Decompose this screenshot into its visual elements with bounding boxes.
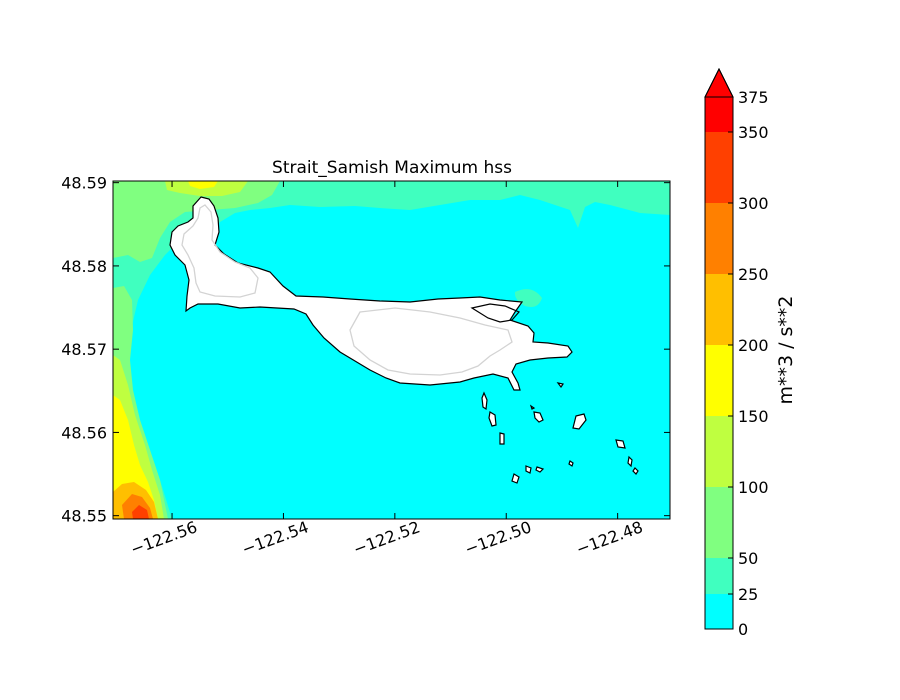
plot-area bbox=[113, 181, 670, 519]
islet bbox=[556, 382, 564, 389]
island-interior-contour-east bbox=[349, 307, 513, 376]
islet bbox=[533, 411, 544, 423]
x-tick-label: −122.50 bbox=[462, 517, 534, 559]
islet bbox=[615, 439, 626, 449]
islet bbox=[481, 391, 488, 411]
islet bbox=[632, 467, 639, 475]
y-axis: 48.59 48.58 48.57 48.56 48.55 bbox=[61, 174, 670, 526]
islet bbox=[488, 411, 497, 427]
colorbar-band bbox=[705, 594, 733, 629]
islet bbox=[525, 465, 532, 474]
colorbar-band bbox=[705, 487, 733, 558]
colorbar-tick-label: 300 bbox=[738, 194, 769, 213]
y-tick-label: 48.56 bbox=[61, 423, 107, 442]
colorbar-tick-label: 0 bbox=[738, 620, 748, 639]
colorbar-label: m**3 / s**2 bbox=[775, 295, 797, 404]
y-tick-label: 48.55 bbox=[61, 507, 107, 526]
colorbar-tick-label: 25 bbox=[738, 585, 758, 604]
y-tick-label: 48.59 bbox=[61, 174, 107, 193]
colorbar-tick-label: 250 bbox=[738, 265, 769, 284]
islet bbox=[511, 473, 520, 484]
colorbar-tick-label: 375 bbox=[738, 88, 769, 107]
colorbar-band bbox=[705, 416, 733, 487]
colorbar-band bbox=[705, 97, 733, 132]
colorbar-band bbox=[705, 345, 733, 416]
islet bbox=[535, 466, 545, 473]
island-interior-contour-west bbox=[181, 204, 259, 298]
colorbar-tick-label: 150 bbox=[738, 407, 769, 426]
x-tick-label: −122.48 bbox=[574, 517, 646, 559]
islet bbox=[572, 413, 587, 430]
x-tick-label: −122.52 bbox=[351, 517, 423, 559]
islet bbox=[627, 455, 633, 468]
plot-frame bbox=[112, 180, 671, 520]
islet bbox=[499, 432, 505, 445]
x-tick-label: −122.56 bbox=[128, 517, 200, 559]
colorbar-band bbox=[705, 558, 733, 594]
y-tick-label: 48.58 bbox=[61, 257, 107, 276]
islet bbox=[529, 404, 536, 410]
field-level-150-200-north bbox=[188, 181, 218, 189]
colorbar-tick-label: 350 bbox=[738, 123, 769, 142]
field-level-50-100-north bbox=[113, 181, 280, 262]
field-level-100-150-north bbox=[165, 181, 248, 196]
colorbar-band bbox=[705, 203, 733, 274]
chart-title: Strait_Samish Maximum hss bbox=[272, 158, 512, 178]
y-tick-label: 48.57 bbox=[61, 340, 107, 359]
islets bbox=[481, 382, 639, 484]
island-inlet-contour bbox=[470, 303, 520, 323]
colorbar-tick-label: 200 bbox=[738, 336, 769, 355]
colorbar-band bbox=[705, 274, 733, 345]
colorbar-tick-label: 50 bbox=[738, 549, 758, 568]
colorbar: 0 25 50 100 150 200 250 300 350 375 bbox=[704, 67, 769, 639]
island-land bbox=[169, 196, 573, 391]
colorbar-tick-label: 100 bbox=[738, 478, 769, 497]
colorbar-extend-arrow bbox=[704, 67, 734, 98]
field-level-300-350 bbox=[132, 505, 149, 519]
x-tick-label: −122.54 bbox=[239, 517, 311, 559]
colorbar-band bbox=[705, 132, 733, 203]
islet bbox=[568, 460, 574, 467]
